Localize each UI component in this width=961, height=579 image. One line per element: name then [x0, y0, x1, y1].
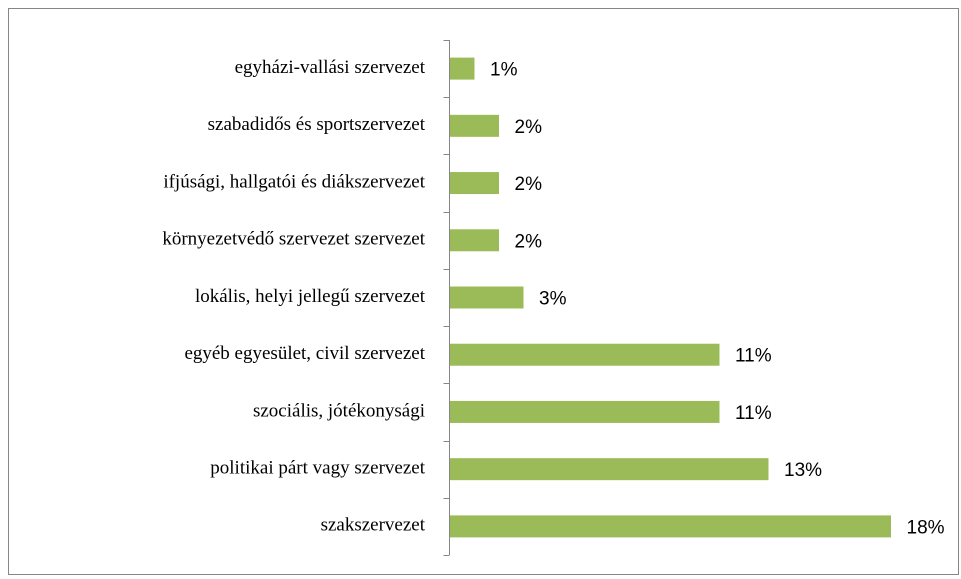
value-label: 13% — [784, 460, 822, 481]
category-label: egyéb egyesület, civil szervezet — [184, 343, 425, 364]
value-label: 3% — [539, 289, 567, 310]
value-label: 11% — [735, 346, 772, 367]
bar — [450, 229, 499, 252]
value-label: 1% — [490, 60, 518, 81]
bar — [450, 286, 524, 309]
category-label: ifjúsági, hallgatói és diákszervezet — [163, 171, 425, 192]
category-label: környezetvédő szervezet szervezet — [162, 229, 425, 250]
bar — [450, 515, 891, 538]
category-label: lokális, helyi jellegű szervezet — [195, 286, 426, 307]
value-label: 11% — [735, 403, 772, 424]
category-label: szakszervezet — [321, 515, 426, 536]
category-label: politikai párt vagy szervezet — [210, 458, 425, 479]
bar — [450, 114, 499, 137]
bar — [450, 172, 499, 195]
value-label: 2% — [515, 174, 543, 195]
bar — [450, 343, 720, 366]
category-label: szabadidős és sportszervezet — [208, 114, 426, 135]
bar — [450, 57, 475, 80]
category-label: egyházi-vallási szervezet — [235, 57, 426, 78]
bar — [450, 458, 769, 481]
value-label: 2% — [515, 231, 543, 252]
category-label: szociális, jótékonysági — [253, 400, 425, 421]
bar — [450, 400, 720, 423]
value-label: 2% — [515, 117, 543, 138]
value-label: 18% — [907, 517, 945, 538]
